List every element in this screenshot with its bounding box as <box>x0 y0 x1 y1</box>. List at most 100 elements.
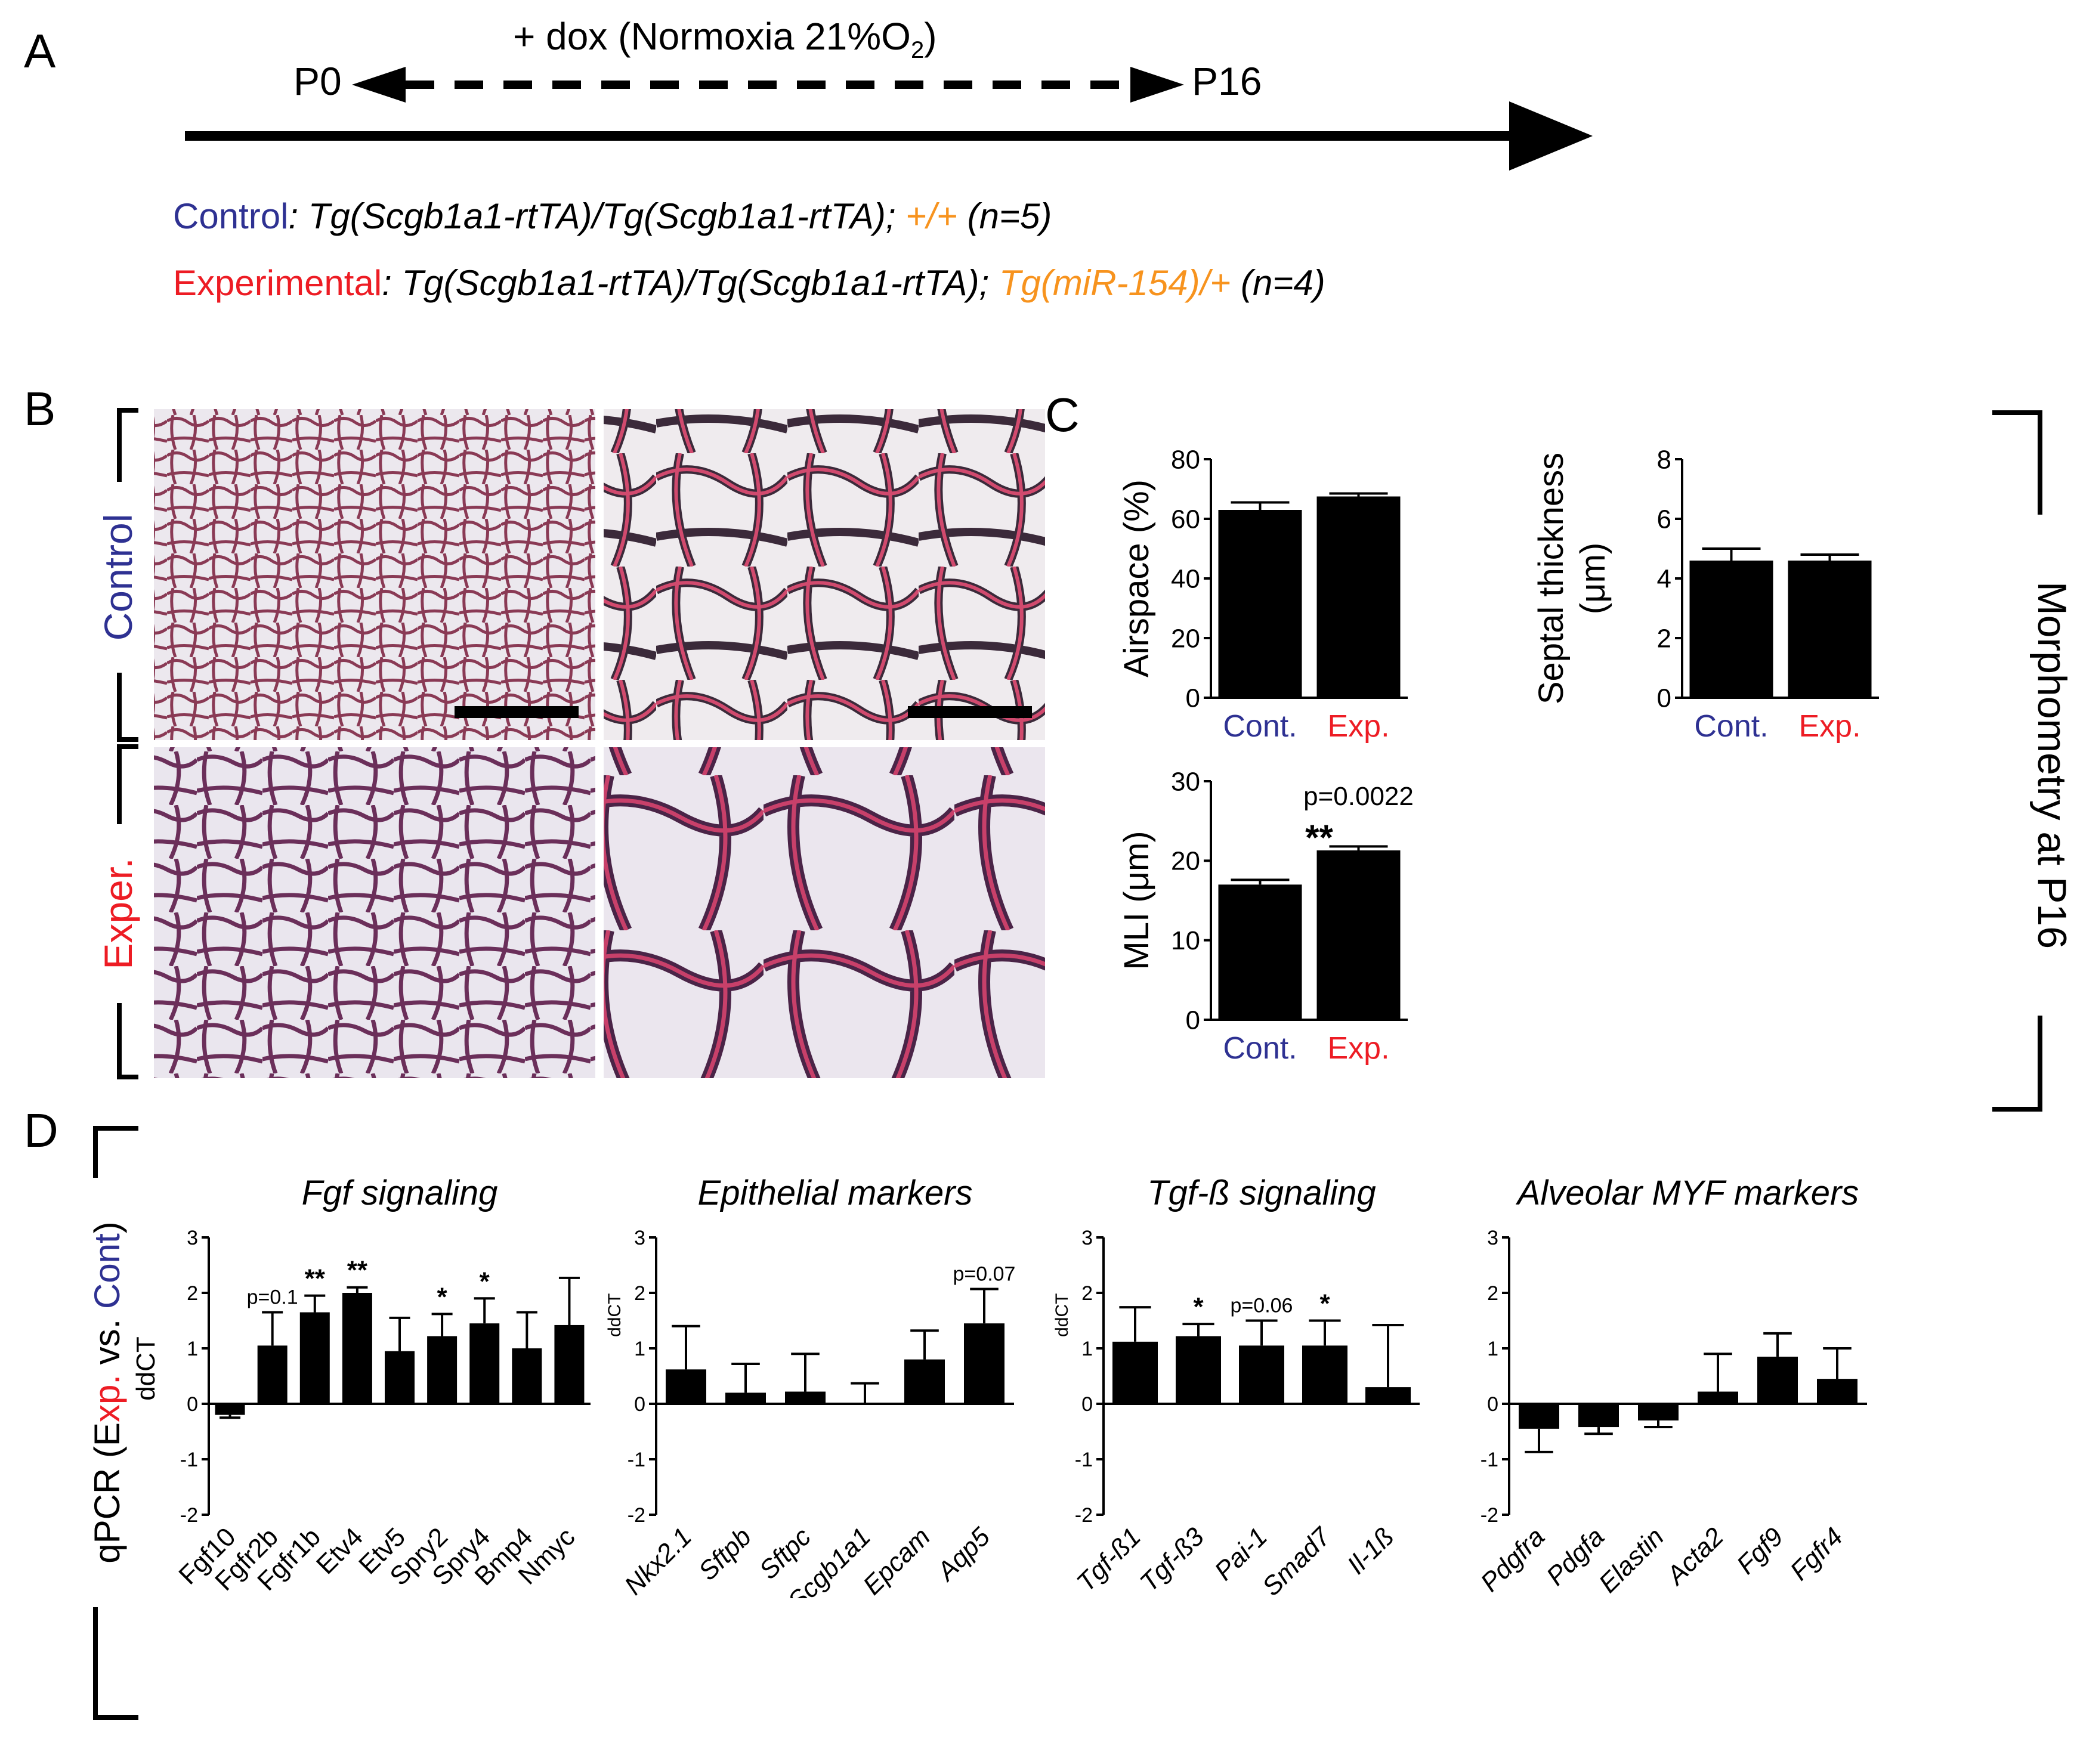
experimental-allele: Tg(miR-154)/+ <box>989 263 1231 303</box>
y-tick-label: 40 <box>1171 564 1200 593</box>
y-tick-label: 3 <box>1487 1227 1498 1249</box>
y-tick-label: -1 <box>1481 1449 1498 1471</box>
x-tick-label: Tgf-ß3 <box>1135 1522 1210 1598</box>
bar-nmyc <box>554 1324 585 1404</box>
bar-il-1- <box>1365 1387 1411 1404</box>
y-tick-label: 6 <box>1657 505 1671 534</box>
y-tick-label: 20 <box>1171 624 1200 653</box>
y-tick-label: 3 <box>1081 1227 1093 1249</box>
y-tick-label: 2 <box>1487 1282 1498 1305</box>
qpcr-ylabel-end: ) <box>87 1221 127 1234</box>
panel-a-letter: A <box>24 24 56 78</box>
y-tick-label: 80 <box>1171 445 1200 474</box>
y-tick-label: 1 <box>187 1338 198 1360</box>
y-tick-label: 2 <box>187 1282 198 1305</box>
qpcr-ylabel-cont: Cont <box>87 1233 127 1309</box>
bar-bmp4 <box>512 1348 542 1404</box>
y-tick-label: 4 <box>1657 564 1671 593</box>
control-n: (n=5) <box>957 196 1052 236</box>
y-tick-label: -2 <box>628 1504 645 1527</box>
dox-arrowhead-right <box>1130 67 1184 103</box>
y-tick-label: 0 <box>1081 1393 1093 1416</box>
y-axis-label: ddCT <box>1052 1293 1072 1337</box>
bar-epcam <box>904 1359 945 1404</box>
bar-acta2 <box>1698 1391 1738 1404</box>
panel-d-letter: D <box>24 1104 58 1157</box>
x-tick-label: Epcam <box>858 1522 936 1598</box>
scale-bar-low <box>455 706 579 718</box>
significance-label: * <box>1319 1289 1330 1319</box>
x-tick-label: Exp. <box>1327 1031 1389 1066</box>
end-timepoint: P16 <box>1192 59 1262 103</box>
y-tick-label: 1 <box>1081 1338 1093 1360</box>
x-tick-label: Cont. <box>1223 709 1297 744</box>
control-allele: +/+ <box>895 196 957 236</box>
y-tick-label: -2 <box>180 1504 198 1527</box>
significance-label: p=0.1 <box>247 1286 298 1309</box>
bar-pdgfa <box>1578 1404 1619 1428</box>
bar-exp- <box>1316 496 1401 698</box>
significance-label: ** <box>347 1256 368 1285</box>
timeline-arrows <box>185 67 1593 171</box>
bar-sftpc <box>785 1391 826 1404</box>
bar-elastin <box>1638 1404 1679 1421</box>
morphometry-label: Morphometry at P16 <box>2019 515 2077 1016</box>
y-tick-label: 1 <box>634 1338 645 1360</box>
treatment-end: ) <box>924 15 937 58</box>
bar-spry2 <box>427 1336 458 1404</box>
bar-pdgfra <box>1519 1404 1559 1429</box>
histology-images <box>154 409 1045 1078</box>
experimental-genotype-text: : Tg(Scgb1a1-rtTA)/Tg(Scgb1a1-rtTA); <box>382 263 990 303</box>
bar-exp- <box>1316 850 1401 1020</box>
panel-b-letter: B <box>24 382 56 435</box>
p-value-annotation: p=0.0022 <box>1303 782 1414 811</box>
bar-spry4 <box>469 1323 500 1404</box>
bar-fgfr1b <box>299 1312 330 1404</box>
bar-cont- <box>1689 561 1773 698</box>
y-tick-label: -1 <box>1075 1449 1093 1471</box>
x-tick-label: Cont. <box>1223 1031 1297 1066</box>
y-tick-label: 10 <box>1171 926 1200 955</box>
experimental-genotype: Experimental: Tg(Scgb1a1-rtTA)/Tg(Scgb1a… <box>173 262 1325 304</box>
control-high-mag-image <box>604 409 1045 740</box>
timeline-arrowhead <box>1509 101 1593 171</box>
qpcr-ylabel: qPCR (Exp. vs. Cont) <box>81 1178 134 1607</box>
tgf-signaling-chart: Tgf-ß signaling -2 -1 0 1 2 3 ddCT Tgf-ß1 * Tgf-ß3… <box>1052 1174 1420 1598</box>
bar-fgfr4 <box>1817 1379 1857 1404</box>
bar-pai-1 <box>1239 1345 1284 1404</box>
y-tick-label: 0 <box>1186 1005 1200 1035</box>
x-tick-label: Nkx2.1 <box>619 1522 697 1598</box>
x-tick-label: Pdgfra <box>1475 1522 1550 1597</box>
y-tick-label: 0 <box>187 1393 198 1416</box>
fgf-signaling-chart: Fgf signaling-2-10123Fgf10p=0.1Fgfr2b**F… <box>173 1174 591 1596</box>
y-axis-label-unit: (μm) <box>1574 543 1612 614</box>
bar-tgf-1 <box>1112 1341 1158 1404</box>
exper-low-mag-image <box>154 747 595 1078</box>
y-tick-label: -2 <box>1481 1504 1498 1527</box>
control-genotype: Control: Tg(Scgb1a1-rtTA)/Tg(Scgb1a1-rtT… <box>173 196 1052 237</box>
significance-label: * <box>480 1267 490 1296</box>
bar-tgf-3 <box>1176 1336 1221 1404</box>
x-tick-label: Exp. <box>1327 709 1389 744</box>
y-tick-label: 20 <box>1171 847 1200 876</box>
x-tick-label: Aqp5 <box>931 1522 996 1587</box>
control-low-mag-image <box>154 409 595 740</box>
qpcr-ylabel-exp: xp. <box>87 1375 127 1423</box>
y-tick-label: 0 <box>1186 683 1200 713</box>
control-genotype-text: : Tg(Scgb1a1-rtTA)/Tg(Scgb1a1-rtTA); <box>288 196 896 236</box>
experimental-n: (n=4) <box>1231 263 1325 303</box>
y-tick-label: 3 <box>634 1227 645 1249</box>
bar-fgf9 <box>1757 1356 1798 1404</box>
airspace-chart: 0 20 40 60 80 Airspace (%) Cont. Exp. <box>1117 445 1408 744</box>
chart-title: Alveolar MYF markers <box>1516 1174 1859 1212</box>
y-tick-label: 8 <box>1657 445 1671 474</box>
y-tick-label: 0 <box>1487 1393 1498 1416</box>
experimental-label: Experimental <box>173 263 382 303</box>
y-tick-label: 60 <box>1171 505 1200 534</box>
y-tick-label: -1 <box>628 1449 645 1471</box>
significance-label: * <box>1193 1292 1204 1322</box>
treatment-label: + dox (Normoxia 21%O2) <box>513 14 937 64</box>
significance-label: ** <box>305 1264 326 1293</box>
significance-label: p=0.07 <box>953 1262 1016 1285</box>
chart-title: Tgf-ß signaling <box>1147 1174 1376 1212</box>
